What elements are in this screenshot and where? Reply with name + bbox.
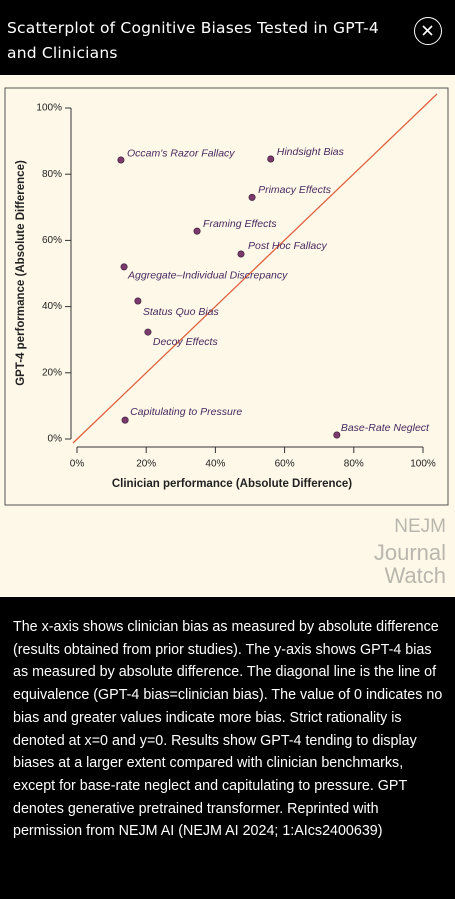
x-tick-label: 80% xyxy=(344,459,364,470)
close-button[interactable] xyxy=(414,17,442,45)
data-point xyxy=(121,416,129,424)
x-axis-title: Clinician performance (Absolute Differen… xyxy=(112,478,352,490)
chart: Clinician performance (Absolute Differen… xyxy=(4,87,449,588)
y-tick-label: 100% xyxy=(36,103,62,114)
point-label: Capitulating to Pressure xyxy=(130,406,242,418)
data-point xyxy=(333,431,341,439)
y-axis-title: GPT-4 performance (Absolute Difference) xyxy=(15,160,27,386)
point-label: Decoy Effects xyxy=(153,336,219,348)
data-point xyxy=(237,250,245,258)
x-tick-label: 100% xyxy=(410,459,436,470)
data-point xyxy=(120,263,128,271)
data-point xyxy=(267,155,275,163)
point-label: Post Hoc Fallacy xyxy=(248,240,328,252)
data-point xyxy=(248,193,256,201)
y-tick-label: 40% xyxy=(42,301,62,312)
point-label: Framing Effects xyxy=(203,218,277,230)
point-label: Primacy Effects xyxy=(258,184,332,196)
x-tick-label: 0% xyxy=(70,459,85,470)
point-label: Base-Rate Neglect xyxy=(341,422,430,434)
watermark-text: Journal xyxy=(374,540,446,565)
title: Scatterplot of Cognitive Biases Tested i… xyxy=(7,19,379,62)
data-point xyxy=(134,297,142,305)
watermark-text: Watch xyxy=(384,563,446,588)
equivalence-line xyxy=(72,93,438,444)
y-tick-label: 0% xyxy=(48,434,63,445)
data-point xyxy=(117,156,125,164)
point-label: Occam's Razor Fallacy xyxy=(127,148,235,160)
close-icon xyxy=(422,25,433,36)
y-tick-label: 80% xyxy=(42,169,62,180)
x-tick-label: 60% xyxy=(275,459,295,470)
data-point xyxy=(144,328,152,336)
x-tick-label: 40% xyxy=(205,459,225,470)
y-tick-label: 60% xyxy=(42,235,62,246)
point-label: Hindsight Bias xyxy=(277,146,345,158)
y-tick-label: 20% xyxy=(42,367,62,378)
caption: The x-axis shows clinician bias as measu… xyxy=(13,619,443,840)
x-tick-label: 20% xyxy=(136,459,156,470)
data-point xyxy=(193,227,201,235)
chart-frame xyxy=(4,87,449,506)
watermark-text: NEJM xyxy=(394,516,446,537)
figure-panel: Clinician performance (Absolute Differen… xyxy=(0,75,455,597)
header: Scatterplot of Cognitive Biases Tested i… xyxy=(0,0,455,75)
point-label: Status Quo Bias xyxy=(143,306,220,318)
point-label: Aggregate–Individual Discrepancy xyxy=(127,270,288,282)
